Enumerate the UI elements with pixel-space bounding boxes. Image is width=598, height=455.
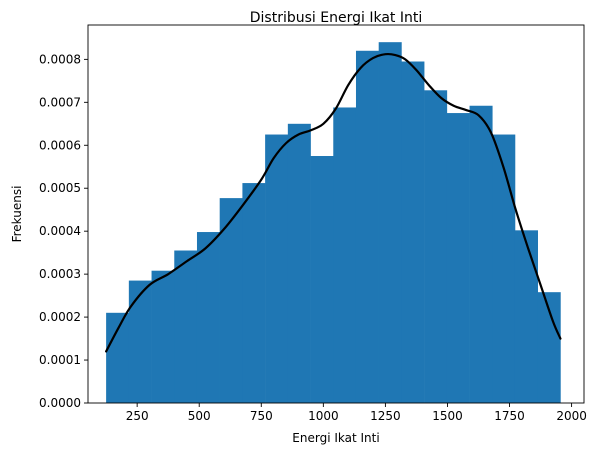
histogram-bar bbox=[151, 270, 175, 403]
chart-title: Distribusi Energi Ikat Inti bbox=[250, 10, 422, 26]
histogram-bar bbox=[106, 312, 130, 403]
density-curve-line bbox=[105, 52, 562, 353]
x-tick-label: 1000 bbox=[308, 409, 339, 423]
x-tick-label: 2000 bbox=[556, 409, 587, 423]
histogram-bar bbox=[378, 42, 402, 404]
histogram-bar bbox=[287, 123, 311, 404]
x-tick-label: 750 bbox=[250, 409, 273, 423]
histogram-bar bbox=[219, 198, 243, 403]
x-tick-label: 1750 bbox=[494, 409, 525, 423]
histogram-bar bbox=[469, 105, 493, 403]
histogram-bar bbox=[446, 113, 470, 403]
x-axis-ticks: 250 500 750 1000 1250 1500 1750 2000 bbox=[126, 403, 587, 423]
histogram-bar bbox=[174, 250, 198, 403]
histogram-bar bbox=[355, 50, 379, 404]
histogram-bar bbox=[128, 280, 152, 403]
y-tick-label: 0.0007 bbox=[39, 95, 81, 109]
plot-area-frame bbox=[87, 24, 585, 404]
histogram-bar bbox=[401, 61, 425, 403]
y-tick-label: 0.0008 bbox=[39, 52, 81, 66]
y-axis-label: Frekuensi bbox=[10, 186, 24, 243]
histogram-bar bbox=[514, 230, 538, 403]
histogram-bar bbox=[310, 156, 334, 403]
y-axis-ticks: 0.0000 0.0001 0.0002 0.0003 0.0004 0.0005 0.00… bbox=[39, 52, 88, 410]
y-tick-label: 0.0004 bbox=[39, 224, 81, 238]
y-tick-label: 0.0001 bbox=[39, 353, 81, 367]
y-tick-label: 0.0006 bbox=[39, 138, 81, 152]
y-tick-label: 0.0002 bbox=[39, 310, 81, 324]
x-axis-label: Energi Ikat Inti bbox=[292, 431, 379, 445]
histogram-bar bbox=[424, 90, 448, 403]
y-tick-label: 0.0000 bbox=[39, 396, 81, 410]
histogram-bar bbox=[242, 183, 266, 403]
x-tick-label: 1500 bbox=[432, 409, 463, 423]
x-tick-label: 1250 bbox=[370, 409, 401, 423]
x-tick-label: 500 bbox=[188, 409, 211, 423]
histogram-bar bbox=[265, 134, 289, 403]
histogram-bar bbox=[333, 107, 357, 403]
histogram-bar bbox=[492, 134, 516, 403]
x-tick-label: 250 bbox=[126, 409, 149, 423]
histogram-bar bbox=[537, 292, 561, 403]
y-tick-label: 0.0005 bbox=[39, 181, 81, 195]
histogram-bar bbox=[196, 232, 220, 403]
histogram-bars bbox=[106, 42, 561, 404]
y-tick-label: 0.0003 bbox=[39, 267, 81, 281]
